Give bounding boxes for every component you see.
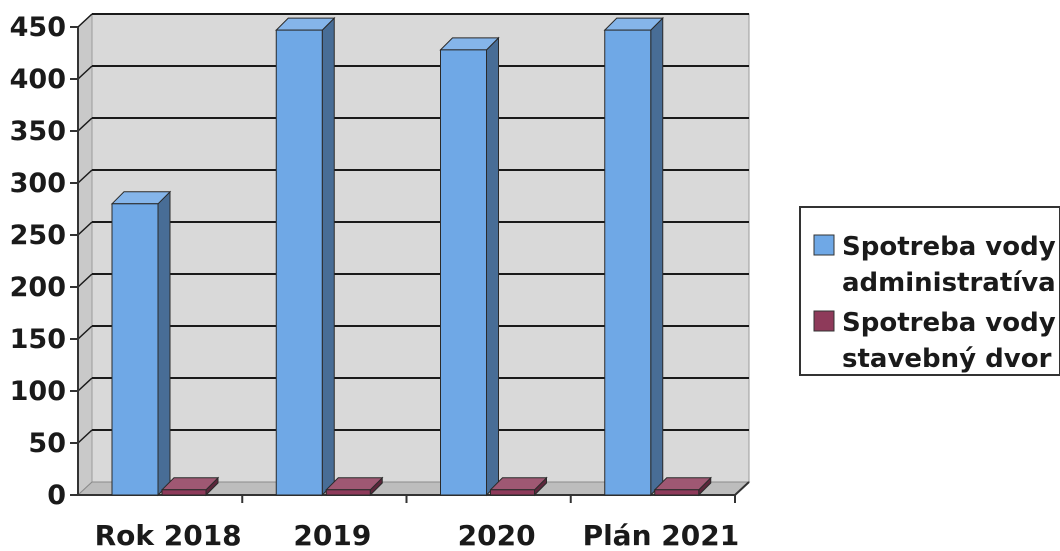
bar-front [275,29,323,496]
gridline-side [77,221,93,236]
bar-front [490,489,535,496]
gridline-side [77,377,93,392]
bar-side [157,190,171,497]
bar-stavebny-dvor [325,476,384,497]
bar-administrativa [603,16,664,497]
y-tick-label: 200 [10,272,66,303]
gridline-side [77,117,93,132]
x-tick-label: Plán 2021 [583,519,740,551]
legend: Spotreba vody administratíva Spotreba vody… [799,206,1060,376]
bar-side [486,36,499,497]
legend-label: stavebný dvor [842,344,1052,374]
bar-administrativa [110,190,172,497]
y-tick-label: 250 [10,220,66,251]
y-tick-label: 0 [47,480,66,511]
gridline-side [77,325,93,340]
x-axis-labels: Rok 2018 2019 2020 Plán 2021 [95,495,740,551]
y-axis-ticks: 0 50 100 150 200 250 300 350 400 450 [10,12,78,511]
x-tick-label: 2019 [293,519,371,551]
bar-front [111,203,159,496]
x-tick-label: 2020 [458,519,536,551]
legend-swatch [813,310,835,332]
bar-stavebny-dvor [653,476,712,497]
gridline-side [77,169,93,184]
legend-label: Spotreba vody [842,308,1056,338]
y-tick-label: 300 [10,168,66,199]
y-tick-label: 100 [10,376,66,407]
side-wall [77,12,93,497]
legend-label: administratíva [842,268,1056,298]
bar-front [161,489,207,496]
bar-front [604,29,652,496]
legend-swatch [813,234,835,256]
bar-side [321,16,335,497]
bar-administrativa [439,36,500,497]
x-axis-depth [734,481,750,496]
legend-label: Spotreba vody [842,232,1056,262]
bar-administrativa [275,16,336,497]
bar-front [440,49,487,496]
bar-front [325,489,371,496]
bar-stavebny-dvor [160,476,220,497]
gridline-side [77,273,93,288]
y-tick-label: 50 [28,428,66,459]
gridline-side [77,429,93,444]
y-tick-label: 350 [10,116,66,147]
y-tick-label: 400 [10,64,66,95]
bars [110,16,712,497]
y-tick-label: 150 [10,324,66,355]
x-tick-label: Rok 2018 [95,519,242,551]
gridline-side [77,13,93,28]
legend-box [799,206,1060,376]
bar-side [650,16,664,497]
gridline-side [77,65,93,80]
bar-stavebny-dvor [489,476,548,497]
bar-front [654,489,700,496]
y-tick-label: 450 [10,12,66,43]
